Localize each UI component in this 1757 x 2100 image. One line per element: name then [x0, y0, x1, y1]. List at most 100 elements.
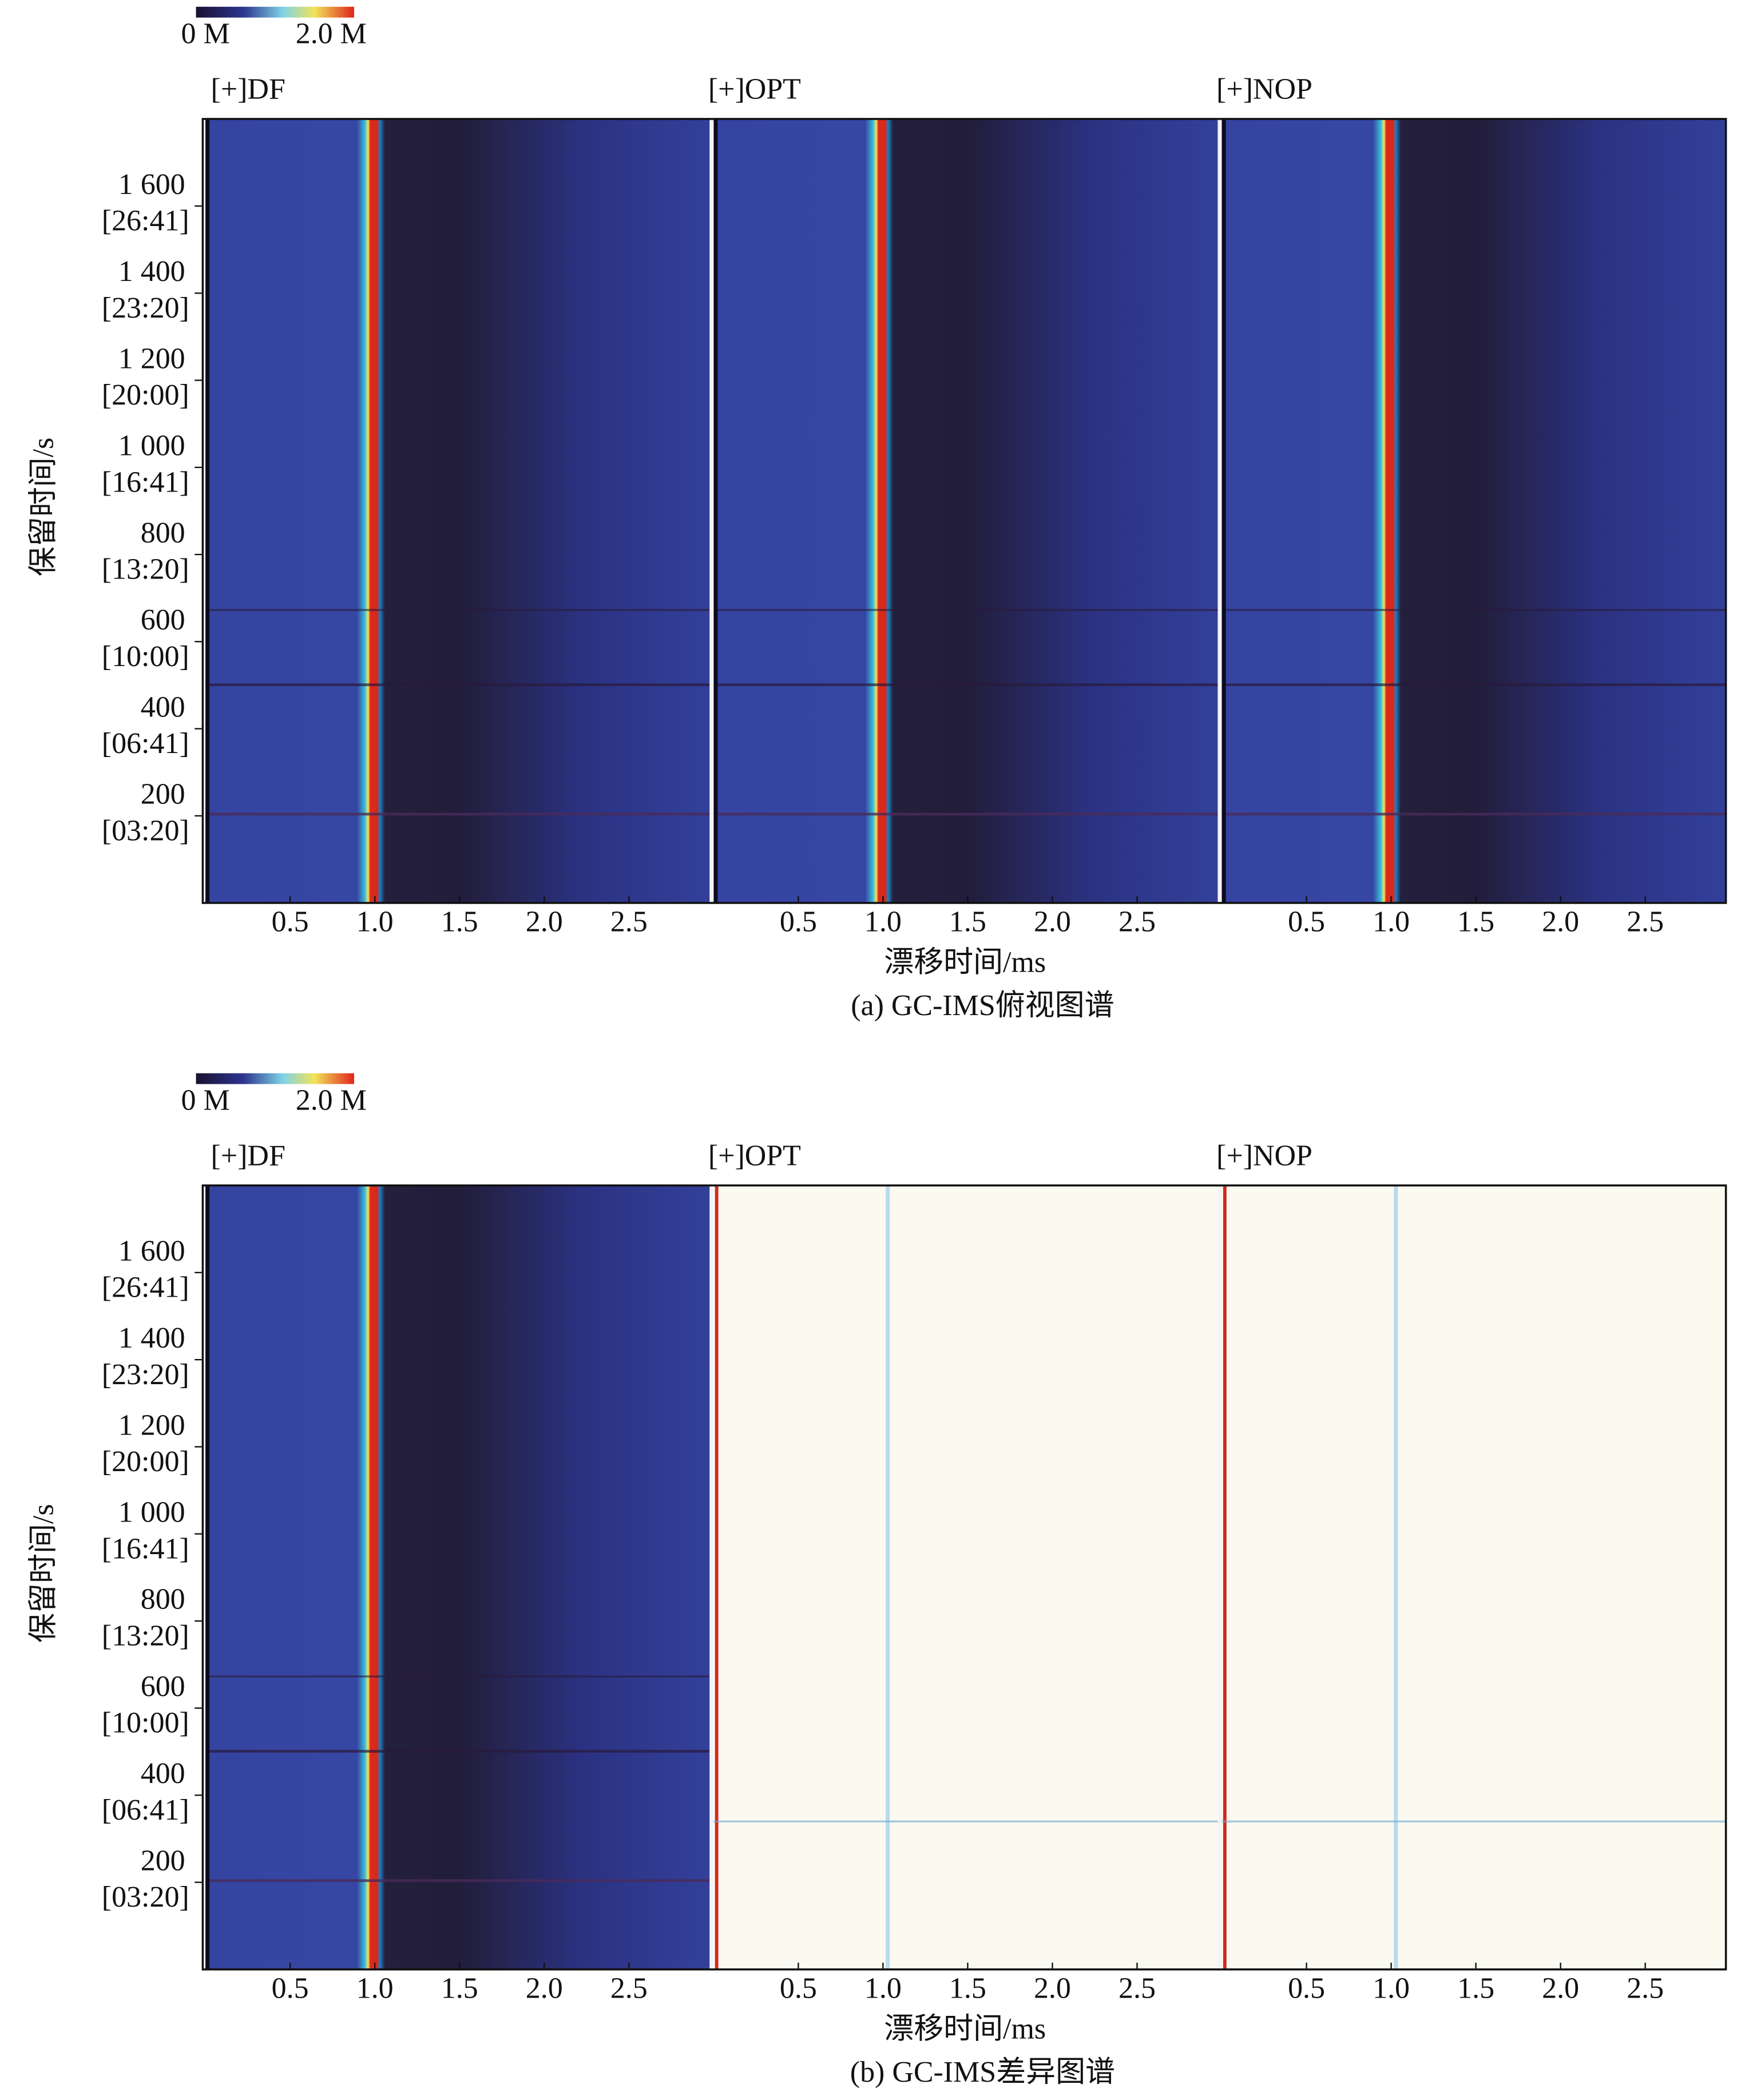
reference-line	[1223, 1185, 1227, 1970]
x-tick-label: 2.0	[526, 906, 563, 938]
heatmap-background	[713, 118, 1219, 903]
x-tick-label: 0.5	[780, 1972, 817, 2005]
x-tick-label: 2.0	[1034, 906, 1071, 938]
dark-stripe	[1221, 813, 1726, 816]
x-tick-label: 2.5	[1627, 1972, 1664, 2005]
difference-stripe	[713, 1820, 1219, 1823]
colorbar-min-label: 0 M	[181, 18, 230, 50]
panel-title: [+]NOP	[1216, 73, 1312, 106]
difference-background	[713, 1185, 1219, 1970]
y-tick-time-label: [26:41]	[102, 205, 189, 237]
y-tick-label: 400	[141, 1757, 185, 1790]
x-tick-label: 2.5	[1119, 1972, 1156, 2005]
dark-stripe	[1221, 609, 1726, 611]
y-tick-time-label: [10:00]	[102, 640, 189, 673]
y-tick-time-label: [13:20]	[102, 1620, 189, 1653]
x-tick-label: 1.0	[356, 1972, 394, 2005]
x-tick-label: 0.5	[272, 906, 309, 938]
colorbar-max-label: 2.0 M	[296, 1084, 367, 1117]
rip-trace	[1394, 1185, 1398, 1970]
edge-line	[205, 1185, 210, 1970]
y-tick-time-label: [06:41]	[102, 1794, 189, 1826]
y-tick-label: 1 600	[118, 1235, 185, 1267]
rip-trace	[886, 1185, 890, 1970]
dark-stripe	[205, 683, 711, 687]
x-tick-label: 2.5	[1119, 906, 1156, 938]
x-tick-label: 1.0	[356, 906, 394, 938]
colorbar	[196, 1073, 354, 1084]
panel-separator	[1217, 1185, 1222, 1970]
y-tick-label: 1 600	[118, 168, 185, 201]
heatmap-background	[205, 1185, 711, 1970]
y-tick-label: 200	[141, 778, 185, 811]
x-tick-label: 0.5	[780, 906, 817, 938]
y-tick-label: 800	[141, 1583, 185, 1616]
dark-stripe	[205, 1675, 711, 1678]
x-axis-title: 漂移时间/ms	[884, 2012, 1046, 2045]
panel-title: [+]NOP	[1216, 1139, 1312, 1172]
x-tick-label: 0.5	[1288, 906, 1325, 938]
y-tick-label: 1 000	[118, 430, 185, 462]
panel-title: [+]DF	[211, 73, 285, 106]
x-tick-label: 0.5	[272, 1972, 309, 2005]
y-tick-label: 600	[141, 604, 185, 636]
y-tick-label: 400	[141, 691, 185, 723]
y-axis-title: 保留时间/s	[27, 438, 60, 576]
edge-line	[205, 118, 210, 903]
plot-frame	[201, 118, 1727, 904]
y-tick-time-label: [10:00]	[102, 1707, 189, 1740]
dark-stripe	[1221, 683, 1726, 687]
edge-line	[713, 118, 718, 903]
y-tick-time-label: [23:20]	[102, 292, 189, 324]
x-tick-label: 2.5	[610, 1972, 648, 2005]
x-tick-label: 1.0	[864, 1972, 902, 2005]
y-tick-time-label: [16:41]	[102, 1532, 189, 1565]
heatmap-background	[1221, 118, 1726, 903]
x-tick-label: 1.0	[1373, 1972, 1410, 2005]
figure-panel-group: 0 M 2.0 M [+]DF 0.5 1.0 1.5 2.0 2.5 [+]OPT 0.5 1.0…	[27, 1073, 1727, 2089]
y-tick-label: 1 400	[118, 255, 185, 288]
x-tick-label: 2.0	[1542, 1972, 1579, 2005]
edge-line	[1221, 118, 1226, 903]
x-tick-label: 0.5	[1288, 1972, 1325, 2005]
dark-stripe	[205, 813, 711, 816]
dark-stripe	[713, 609, 1219, 611]
y-tick-label: 600	[141, 1670, 185, 1703]
x-tick-label: 2.0	[1542, 906, 1579, 938]
x-tick-label: 1.0	[864, 906, 902, 938]
y-tick-label: 800	[141, 517, 185, 549]
colorbar-max-label: 2.0 M	[296, 18, 367, 50]
x-tick-label: 1.5	[1457, 906, 1494, 938]
y-tick-time-label: [03:20]	[102, 814, 189, 847]
x-tick-label: 2.0	[1034, 1972, 1071, 2005]
panel-separator	[709, 118, 714, 903]
x-tick-label: 2.5	[1627, 906, 1664, 938]
y-tick-label: 1 400	[118, 1322, 185, 1354]
x-tick-label: 1.5	[441, 906, 478, 938]
figure-caption: (b) GC-IMS差异图谱	[850, 2056, 1115, 2089]
y-axis-title: 保留时间/s	[27, 1504, 60, 1642]
y-tick-label: 200	[141, 1844, 185, 1877]
x-tick-label: 1.5	[441, 1972, 478, 2005]
x-tick-label: 2.0	[526, 1972, 563, 2005]
difference-background	[1221, 1185, 1726, 1970]
dark-stripe	[205, 1879, 711, 1882]
reference-line	[715, 1185, 719, 1970]
panel-title: [+]OPT	[708, 1139, 801, 1172]
difference-stripe	[1221, 1820, 1726, 1823]
x-tick-label: 1.5	[949, 1972, 986, 2005]
x-tick-label: 1.5	[1457, 1972, 1494, 2005]
panel-separator	[1217, 118, 1222, 903]
x-tick-label: 2.5	[610, 906, 648, 938]
figure-panel-group: 0 M 2.0 M [+]DF 0.5 1.0 1.5 2.0 2.5 [+]OPT 0.5 1.0…	[27, 6, 1727, 1022]
plot-frame	[201, 1184, 1727, 1971]
x-axis-title: 漂移时间/ms	[884, 946, 1046, 979]
panel-title: [+]OPT	[708, 73, 801, 106]
y-tick-label: 1 200	[118, 1409, 185, 1441]
y-tick-label: 1 000	[118, 1496, 185, 1528]
y-tick-time-label: [26:41]	[102, 1271, 189, 1304]
x-tick-label: 1.5	[949, 906, 986, 938]
y-tick-time-label: [20:00]	[102, 379, 189, 411]
y-tick-time-label: [23:20]	[102, 1358, 189, 1391]
